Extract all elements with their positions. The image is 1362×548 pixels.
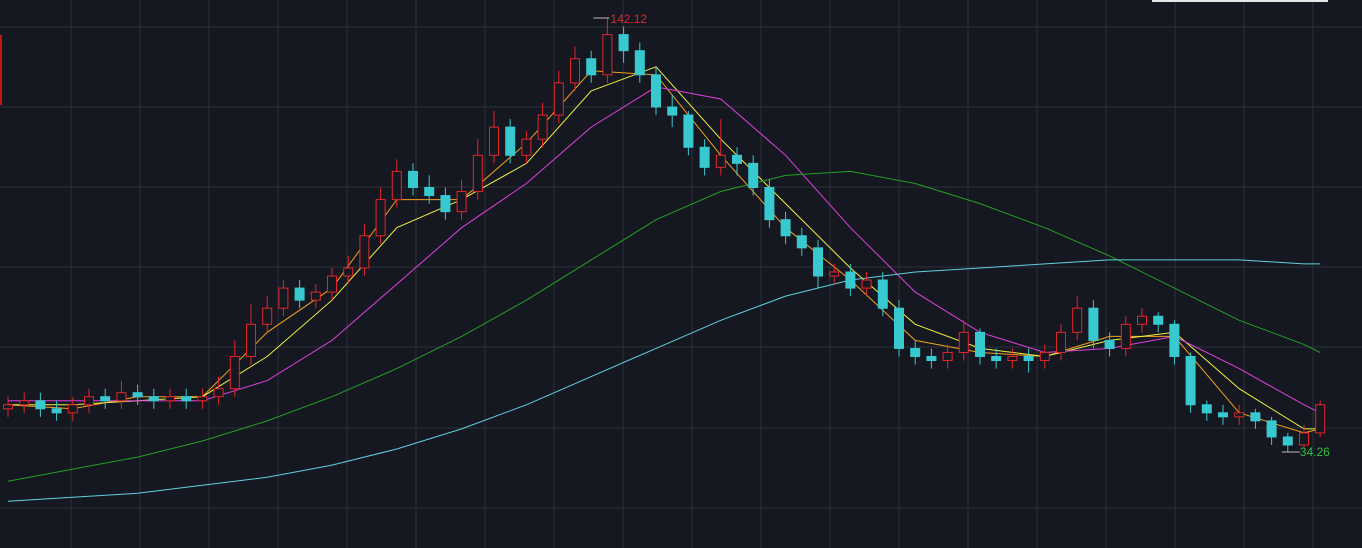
candle-body	[213, 388, 224, 398]
candle-body	[3, 404, 13, 410]
candle-body	[1234, 412, 1245, 418]
candle-body	[197, 396, 208, 402]
candle-body	[456, 191, 467, 213]
candle-body	[132, 392, 143, 398]
candle-body	[570, 58, 580, 84]
candle-body	[521, 138, 532, 156]
candle-body	[634, 50, 645, 76]
candle-body	[1153, 315, 1164, 325]
candle-body	[926, 355, 937, 362]
candle-body	[942, 351, 953, 362]
candle-body	[813, 247, 823, 277]
candle-body	[618, 34, 629, 52]
candle-body	[181, 396, 192, 402]
candle-body	[1315, 404, 1326, 434]
candle-body	[116, 392, 127, 402]
candle-body	[148, 396, 159, 402]
candle-body	[651, 74, 661, 108]
candle-body	[262, 307, 273, 325]
candle-body	[229, 355, 240, 390]
candle-body	[472, 154, 483, 193]
candle-body	[991, 355, 1002, 362]
candle-body	[1201, 404, 1212, 414]
candle-body	[586, 58, 597, 76]
candle-body	[1169, 323, 1180, 357]
candle-body	[780, 219, 791, 237]
candle-body	[1250, 412, 1261, 422]
top-bar	[1152, 0, 1328, 2]
candle-body	[537, 114, 548, 140]
candle-body	[359, 235, 370, 269]
candle-body	[1299, 432, 1309, 446]
candle-body	[553, 82, 564, 116]
candle-body	[910, 347, 921, 357]
candle-body	[796, 235, 807, 249]
candle-body	[683, 114, 694, 148]
candle-body	[975, 331, 985, 357]
candle-body	[732, 154, 742, 164]
candle-body	[294, 287, 305, 301]
candle-body	[1104, 339, 1115, 349]
candle-body	[1120, 323, 1131, 349]
candle-body	[1266, 420, 1277, 438]
moving-average	[7, 259, 1321, 502]
candle-body	[278, 287, 289, 309]
candle-body	[1137, 315, 1147, 325]
candle-body	[829, 271, 840, 277]
candle-body	[51, 408, 62, 414]
moving-average	[7, 170, 1321, 482]
side-marker	[0, 35, 2, 105]
candle-body	[440, 195, 451, 213]
candle-body	[1056, 331, 1066, 353]
candle-body	[894, 307, 904, 349]
candle-body	[391, 170, 402, 201]
candle-body	[246, 323, 256, 357]
candle-body	[861, 279, 872, 289]
candle-body	[667, 106, 678, 116]
candle-body	[1007, 355, 1018, 362]
candle-body	[327, 275, 337, 293]
candle-body	[375, 199, 386, 237]
candle-body	[67, 404, 78, 414]
min-label: 34.26	[1300, 445, 1330, 459]
candle-body	[19, 400, 30, 406]
candle-body	[310, 291, 321, 301]
candle-body	[343, 267, 354, 277]
candle-body	[1282, 436, 1293, 446]
max-label: 142.12	[610, 12, 647, 26]
candle-body	[748, 162, 759, 188]
candle-body	[958, 331, 969, 353]
candle-body	[699, 146, 710, 168]
candle-body	[845, 271, 856, 289]
candle-body	[602, 34, 613, 76]
candle-body	[100, 396, 111, 402]
candle-body	[877, 279, 888, 309]
candle-body	[1218, 412, 1228, 418]
candle-body	[165, 396, 175, 402]
candle-body	[408, 170, 418, 188]
candle-body	[505, 126, 516, 156]
candle-body	[424, 186, 435, 197]
candle-body	[1039, 351, 1050, 362]
candle-body	[764, 186, 775, 221]
candle-body	[715, 154, 726, 168]
candle-body	[1072, 307, 1083, 333]
candle-body	[489, 126, 499, 156]
candle-body	[1185, 355, 1196, 406]
candle-body	[84, 396, 94, 406]
candle-body	[35, 400, 46, 410]
candle-body	[1088, 307, 1099, 341]
candle-body	[1023, 355, 1034, 362]
